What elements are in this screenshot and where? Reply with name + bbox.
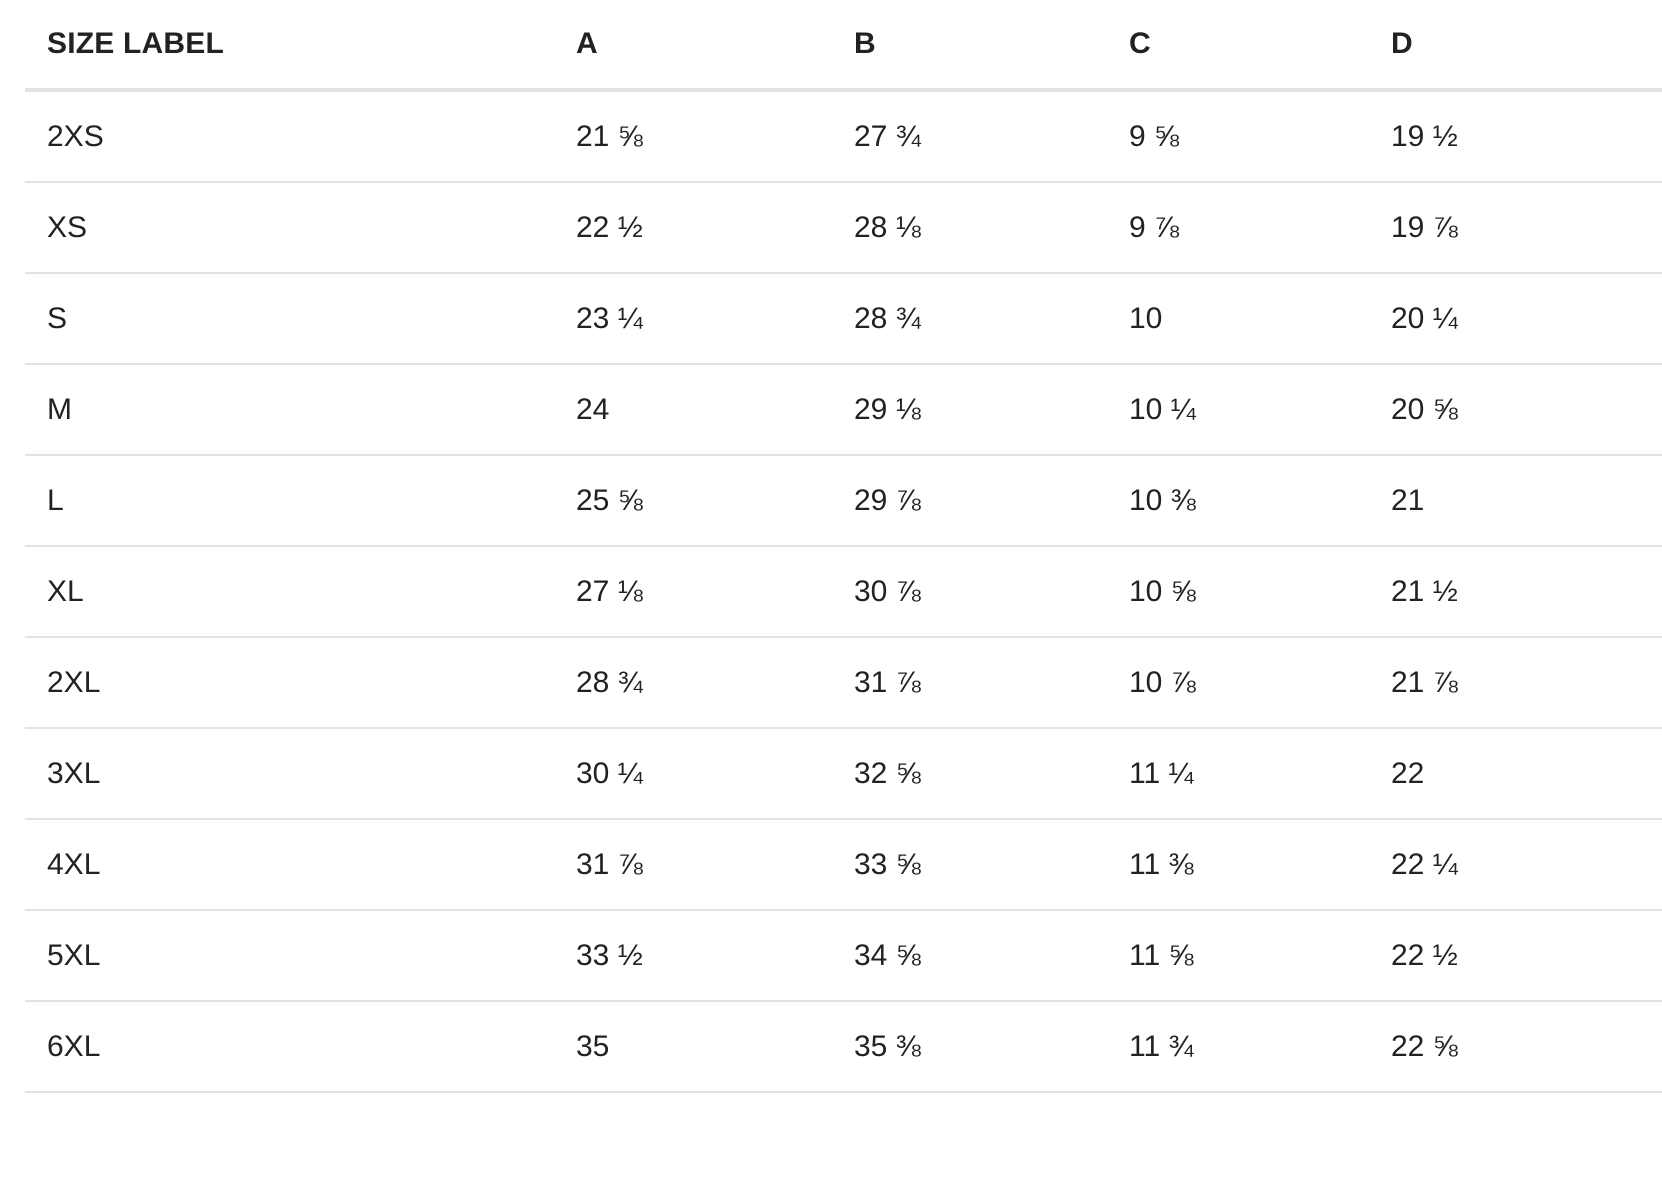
cell-c: 10: [1129, 273, 1391, 365]
cell-b: 29 ⅛: [854, 364, 1129, 456]
cell-b: 30 ⅞: [854, 546, 1129, 638]
header-d: D: [1391, 0, 1662, 92]
header-row: SIZE LABEL A B C D: [25, 0, 1662, 92]
cell-c: 11 ¾: [1129, 1001, 1391, 1093]
cell-a: 28 ¾: [576, 637, 854, 729]
cell-size-label: M: [25, 364, 576, 456]
table-body: 2XS 21 ⅝ 27 ¾ 9 ⅝ 19 ½ XS 22 ½ 28 ⅛ 9 ⅞ …: [25, 90, 1662, 1093]
table-row: 6XL 35 35 ⅜ 11 ¾ 22 ⅝: [25, 1001, 1662, 1093]
cell-d: 20 ¼: [1391, 273, 1662, 365]
cell-a: 23 ¼: [576, 273, 854, 365]
cell-d: 22: [1391, 728, 1662, 820]
table-row: 3XL 30 ¼ 32 ⅝ 11 ¼ 22: [25, 728, 1662, 820]
cell-size-label: XL: [25, 546, 576, 638]
cell-size-label: 4XL: [25, 819, 576, 911]
table-row: 2XL 28 ¾ 31 ⅞ 10 ⅞ 21 ⅞: [25, 637, 1662, 729]
cell-size-label: XS: [25, 182, 576, 274]
header-size-label: SIZE LABEL: [25, 0, 576, 92]
cell-b: 28 ⅛: [854, 182, 1129, 274]
table-row: L 25 ⅝ 29 ⅞ 10 ⅜ 21: [25, 455, 1662, 547]
cell-d: 22 ½: [1391, 910, 1662, 1002]
cell-a: 24: [576, 364, 854, 456]
cell-d: 22 ⅝: [1391, 1001, 1662, 1093]
cell-b: 33 ⅝: [854, 819, 1129, 911]
cell-size-label: 5XL: [25, 910, 576, 1002]
cell-a: 27 ⅛: [576, 546, 854, 638]
cell-c: 11 ⅝: [1129, 910, 1391, 1002]
cell-c: 10 ⅞: [1129, 637, 1391, 729]
table-row: XL 27 ⅛ 30 ⅞ 10 ⅝ 21 ½: [25, 546, 1662, 638]
header-c: C: [1129, 0, 1391, 92]
cell-c: 11 ⅜: [1129, 819, 1391, 911]
cell-size-label: L: [25, 455, 576, 547]
size-chart-table: SIZE LABEL A B C D 2XS 21 ⅝ 27 ¾ 9 ⅝ 19 …: [25, 0, 1662, 1093]
cell-d: 19 ½: [1391, 90, 1662, 183]
cell-size-label: 2XS: [25, 90, 576, 183]
cell-b: 35 ⅜: [854, 1001, 1129, 1093]
cell-c: 9 ⅝: [1129, 90, 1391, 183]
cell-c: 9 ⅞: [1129, 182, 1391, 274]
cell-d: 19 ⅞: [1391, 182, 1662, 274]
cell-d: 22 ¼: [1391, 819, 1662, 911]
cell-b: 31 ⅞: [854, 637, 1129, 729]
header-a: A: [576, 0, 854, 92]
cell-c: 10 ⅜: [1129, 455, 1391, 547]
cell-a: 35: [576, 1001, 854, 1093]
cell-a: 21 ⅝: [576, 90, 854, 183]
cell-c: 11 ¼: [1129, 728, 1391, 820]
cell-a: 25 ⅝: [576, 455, 854, 547]
table-row: 5XL 33 ½ 34 ⅝ 11 ⅝ 22 ½: [25, 910, 1662, 1002]
cell-a: 30 ¼: [576, 728, 854, 820]
table-row: XS 22 ½ 28 ⅛ 9 ⅞ 19 ⅞: [25, 182, 1662, 274]
table-row: 2XS 21 ⅝ 27 ¾ 9 ⅝ 19 ½: [25, 90, 1662, 183]
cell-d: 21 ⅞: [1391, 637, 1662, 729]
cell-b: 27 ¾: [854, 90, 1129, 183]
cell-d: 21: [1391, 455, 1662, 547]
header-b: B: [854, 0, 1129, 92]
cell-b: 29 ⅞: [854, 455, 1129, 547]
cell-b: 34 ⅝: [854, 910, 1129, 1002]
cell-a: 22 ½: [576, 182, 854, 274]
table-row: M 24 29 ⅛ 10 ¼ 20 ⅝: [25, 364, 1662, 456]
cell-d: 21 ½: [1391, 546, 1662, 638]
cell-d: 20 ⅝: [1391, 364, 1662, 456]
table-header: SIZE LABEL A B C D: [25, 0, 1662, 92]
cell-c: 10 ⅝: [1129, 546, 1391, 638]
cell-size-label: 2XL: [25, 637, 576, 729]
cell-b: 28 ¾: [854, 273, 1129, 365]
table-row: 4XL 31 ⅞ 33 ⅝ 11 ⅜ 22 ¼: [25, 819, 1662, 911]
cell-size-label: 6XL: [25, 1001, 576, 1093]
cell-a: 33 ½: [576, 910, 854, 1002]
cell-b: 32 ⅝: [854, 728, 1129, 820]
cell-size-label: 3XL: [25, 728, 576, 820]
cell-a: 31 ⅞: [576, 819, 854, 911]
table-row: S 23 ¼ 28 ¾ 10 20 ¼: [25, 273, 1662, 365]
cell-size-label: S: [25, 273, 576, 365]
cell-c: 10 ¼: [1129, 364, 1391, 456]
